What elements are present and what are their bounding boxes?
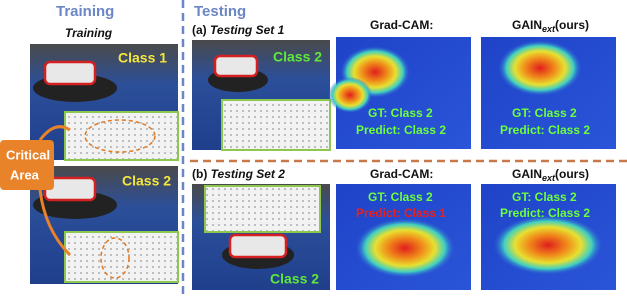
set-label: (a) Testing Set 1 <box>192 23 285 37</box>
gt-label: GT: Class 2 <box>512 106 577 120</box>
callout-text: Critical <box>6 147 50 162</box>
set-name: Testing Set 1 <box>210 23 285 37</box>
predict-label: Predict: Class 1 <box>356 206 446 220</box>
predict-label: Predict: Class 2 <box>500 206 590 220</box>
method-title: GAINext(ours) <box>512 167 589 183</box>
gt-label: GT: Class 2 <box>368 106 433 120</box>
predict-label: Predict: Class 2 <box>356 123 446 137</box>
predict-label: Predict: Class 2 <box>500 123 590 137</box>
title-suffix: (ours) <box>555 167 589 181</box>
callout-text: Area <box>10 167 40 182</box>
class-label: Class 2 <box>270 271 319 287</box>
class-label: Class 1 <box>118 50 167 66</box>
set-tag: (a) <box>192 23 207 37</box>
method-title: Grad-CAM: <box>370 18 433 32</box>
class-label: Class 2 <box>273 49 322 65</box>
set-tag: (b) <box>192 167 207 181</box>
title-suffix: (ours) <box>555 18 589 32</box>
title-sub: ext <box>542 24 556 34</box>
title-base: GAIN <box>512 18 542 32</box>
set-label: (b) Testing Set 2 <box>192 167 285 181</box>
set-name: Testing Set 2 <box>211 167 286 181</box>
header-training: Training <box>56 3 114 20</box>
gt-label: GT: Class 2 <box>368 190 433 204</box>
title-sub: ext <box>542 173 556 183</box>
title-base: GAIN <box>512 167 542 181</box>
header-testing: Testing <box>194 3 246 20</box>
method-title: GAINext(ours) <box>512 18 589 34</box>
method-title: Grad-CAM: <box>370 167 433 181</box>
figure: Training Testing Training Class 1 Class … <box>0 0 627 298</box>
class-label: Class 2 <box>122 173 171 189</box>
training-title: Training <box>65 26 113 40</box>
gt-label: GT: Class 2 <box>512 190 577 204</box>
